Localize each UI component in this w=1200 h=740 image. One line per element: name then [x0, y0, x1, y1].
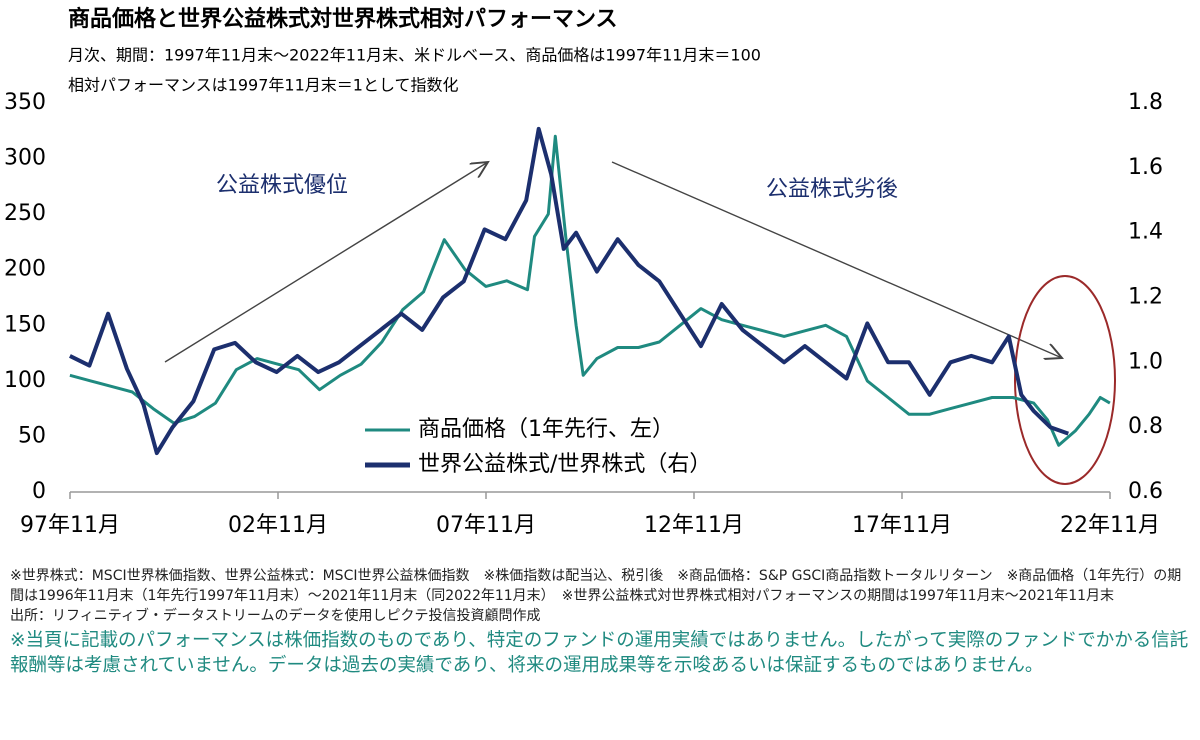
x-tick-label: 07年11月	[436, 513, 536, 538]
disclaimer: ※当頁に記載のパフォーマンスは株価指数のものであり、特定のファンドの運用実績では…	[10, 630, 1189, 676]
notes: ※世界株式：MSCI世界株価指数、世界公益株式：MSCI世界公益株価指数 ※株価…	[10, 566, 1192, 678]
footnote: 出所：リフィニティブ・データストリームのデータを使用しピクテ投信投資顧問作成	[10, 608, 541, 624]
y2-tick-label: 1.0	[1128, 349, 1163, 374]
y2-tick-label: 1.6	[1128, 155, 1163, 180]
legend-label: 世界公益株式/世界株式（右）	[418, 452, 711, 477]
footnote: ※世界株式：MSCI世界株価指数、世界公益株式：MSCI世界公益株価指数 ※株価…	[10, 568, 1182, 604]
y-tick-label: 250	[4, 201, 46, 226]
y-tick-label: 350	[4, 90, 46, 115]
chart: 商品価格と世界公益株式対世界株式相対パフォーマンス 月次、期間：1997年11月…	[4, 6, 1163, 538]
y-tick-label: 50	[18, 423, 46, 448]
y2-tick-label: 0.6	[1128, 479, 1163, 504]
series-line	[69, 134, 1111, 447]
legend-label: 商品価格（1年先行、左）	[418, 417, 674, 442]
x-tick-label: 12年11月	[644, 513, 744, 538]
y-tick-label: 150	[4, 312, 46, 337]
annotation: 公益株式劣後	[766, 177, 898, 202]
x-tick-label: 97年11月	[20, 513, 120, 538]
x-tick-label: 22年11月	[1060, 513, 1160, 538]
y-tick-label: 200	[4, 257, 46, 282]
y2-tick-label: 1.4	[1128, 220, 1163, 245]
series-line	[69, 126, 1069, 456]
y-tick-label: 100	[4, 368, 46, 393]
arrow	[164, 162, 488, 363]
highlight-ellipse	[1014, 275, 1116, 485]
x-tick-label: 02年11月	[228, 513, 328, 538]
arrow	[611, 161, 1062, 358]
y-tick-label: 0	[32, 479, 46, 504]
y-tick-label: 300	[4, 146, 46, 171]
x-tick-label: 17年11月	[852, 513, 952, 538]
y2-tick-label: 1.8	[1128, 90, 1163, 115]
chart-title: 商品価格と世界公益株式対世界株式相対パフォーマンス	[68, 6, 618, 32]
y2-tick-label: 1.2	[1128, 285, 1163, 310]
annotation: 公益株式優位	[216, 173, 348, 198]
y2-tick-label: 0.8	[1128, 414, 1163, 439]
subtitle: 相対パフォーマンスは1997年11月末＝1として指数化	[68, 76, 458, 95]
subtitle: 月次、期間：1997年11月末～2022年11月末、米ドルベース、商品価格は19…	[68, 46, 761, 65]
